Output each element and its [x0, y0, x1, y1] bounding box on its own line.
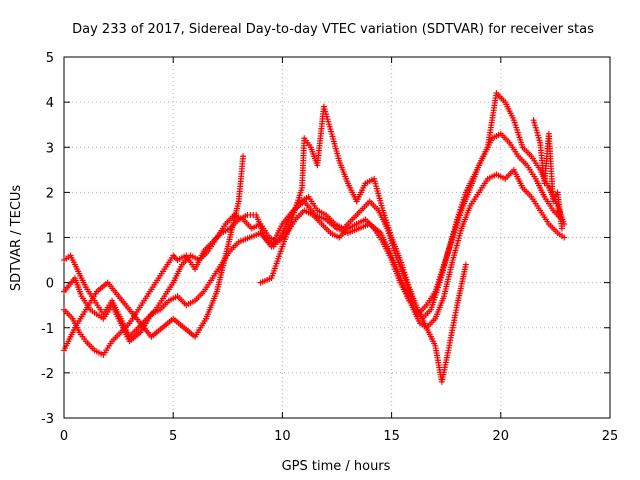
series-trace-4	[61, 153, 247, 354]
y-tick-label: -1	[41, 322, 54, 337]
x-axis-label: GPS time / hours	[282, 459, 391, 474]
data-point	[462, 261, 469, 268]
series-trace-3	[61, 90, 568, 340]
y-tick-label: 1	[46, 232, 54, 247]
y-tick-label: 2	[46, 186, 54, 201]
x-tick-label: 25	[602, 429, 619, 444]
x-tick-label: 15	[383, 429, 400, 444]
y-tick-label: 5	[46, 51, 54, 66]
series-trace-6	[530, 117, 565, 232]
axis-ticks	[63, 56, 611, 419]
y-tick-label: 3	[46, 141, 54, 156]
x-tick-label: 0	[60, 429, 68, 444]
y-tick-label: 0	[46, 277, 54, 292]
x-tick-label: 10	[274, 429, 291, 444]
x-tick-labels: 0 5 10 15 20 25	[60, 429, 618, 444]
y-tick-label: -3	[41, 412, 54, 427]
series-trace-2	[61, 130, 565, 358]
series-trace-5	[257, 103, 469, 385]
data-point	[561, 234, 568, 241]
x-tick-label: 5	[169, 429, 177, 444]
y-tick-label: 4	[46, 96, 54, 111]
y-axis-label: SDTVAR / TECUs	[9, 185, 24, 292]
chart-title: Day 233 of 2017, Sidereal Day-to-day VTE…	[72, 22, 594, 37]
y-tick-labels: -3 -2 -1 0 1 2 3 4 5	[41, 51, 54, 427]
data-marks	[61, 90, 568, 385]
y-tick-label: -2	[41, 367, 54, 382]
x-tick-label: 20	[493, 429, 510, 444]
data-point	[240, 153, 247, 160]
data-point	[558, 225, 565, 232]
